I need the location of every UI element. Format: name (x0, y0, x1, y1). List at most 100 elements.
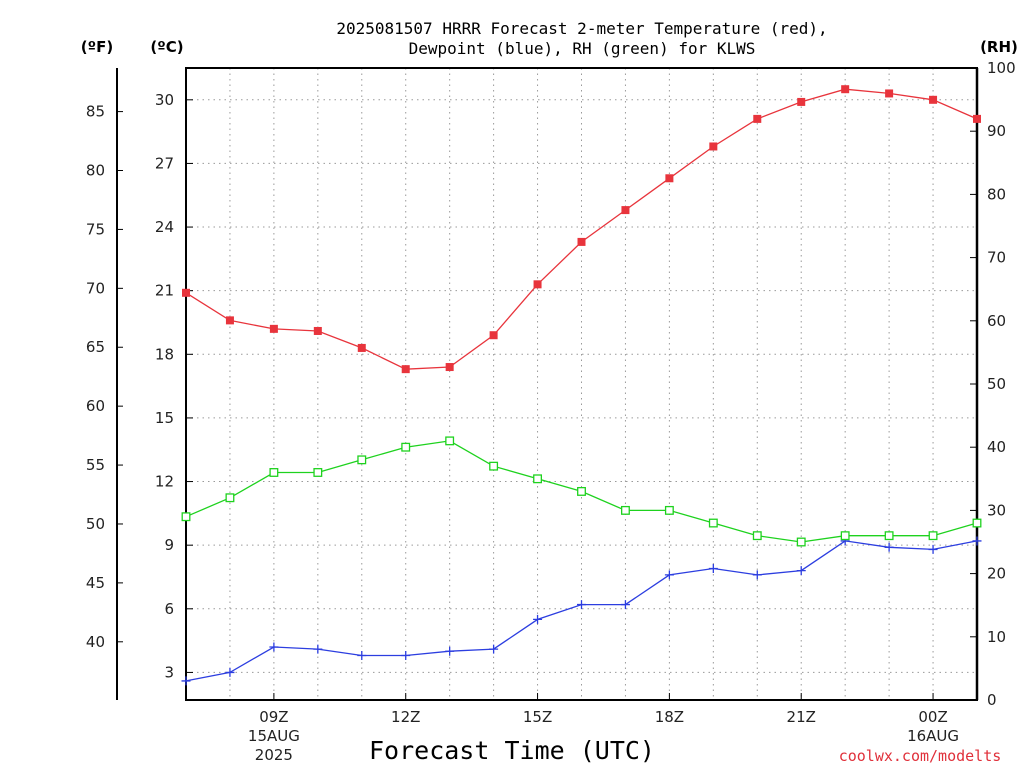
dewpoint-point (884, 542, 894, 552)
series-line-dewpoint (185, 540, 978, 682)
fahrenheit-tick-label: 60 (86, 397, 105, 415)
rh-point (620, 505, 630, 515)
temperature-point (225, 316, 234, 325)
tick-labels: 3 6 9 12 15 18 21 24 27 30 40 45 50 55 60 65 70 75 80 85 0 10… (86, 59, 1016, 764)
dewpoint-point (577, 600, 586, 610)
rh-point (796, 537, 806, 547)
x-tick-label: 15Z (523, 708, 552, 726)
dewpoint-point (313, 644, 323, 654)
celsius-tick-label: 9 (164, 536, 174, 554)
x-tick-label: 2025 (255, 746, 293, 764)
temperature-point (929, 95, 938, 104)
rh-point (884, 531, 894, 541)
temperature-point (445, 363, 454, 372)
rh-point (928, 531, 938, 541)
rh-point (533, 474, 543, 484)
temperature-point (621, 206, 630, 215)
x-tick-label: 21Z (787, 708, 816, 726)
rh-point (181, 512, 191, 522)
rh-point (489, 461, 499, 471)
dewpoint-point (445, 646, 455, 656)
chart-title-line1: 2025081507 HRRR Forecast 2-meter Tempera… (336, 19, 827, 38)
rh-point (357, 455, 367, 465)
unit-label-fahrenheit: (ºF) (81, 38, 113, 56)
dewpoint-point (708, 564, 718, 574)
celsius-tick-label: 30 (155, 91, 174, 109)
unit-label-celsius: (ºC) (150, 38, 183, 56)
temperature-point (401, 365, 410, 374)
dewpoint-point (489, 644, 499, 654)
temperature-point (489, 331, 498, 340)
temperature-point (357, 343, 366, 352)
rh-tick-label: 10 (987, 628, 1006, 646)
temperature-point (269, 324, 278, 333)
rh-point (708, 518, 718, 528)
rh-tick-label: 80 (987, 185, 1006, 203)
temperature-point (841, 85, 850, 94)
rh-tick-label: 60 (987, 312, 1006, 330)
temperature-point (973, 114, 981, 123)
dewpoint-point (928, 544, 938, 554)
axes (116, 67, 979, 701)
temperature-point (533, 280, 542, 289)
data-series (181, 85, 982, 686)
rh-point (225, 493, 235, 503)
fahrenheit-tick-label: 45 (86, 574, 105, 592)
temperature-point (182, 288, 190, 297)
dewpoint-point (401, 650, 411, 660)
rh-tick-label: 70 (987, 249, 1006, 267)
celsius-tick-label: 24 (155, 218, 174, 236)
rh-point (664, 505, 674, 515)
dewpoint-point (181, 676, 191, 686)
rh-point (401, 442, 411, 452)
dewpoint-point (972, 536, 982, 546)
fahrenheit-tick-label: 75 (86, 220, 105, 238)
temperature-point (577, 237, 586, 246)
dewpoint-point (269, 642, 279, 652)
temperature-point (709, 142, 718, 151)
rh-tick-label: 40 (987, 438, 1006, 456)
celsius-tick-label: 3 (164, 663, 174, 681)
rh-point (840, 531, 850, 541)
dewpoint-point (225, 667, 235, 677)
fahrenheit-tick-label: 85 (86, 103, 105, 121)
dewpoint-point (533, 614, 543, 624)
grid-lines (186, 68, 977, 700)
x-tick-label: 15AUG (248, 727, 300, 745)
fahrenheit-tick-label: 55 (86, 456, 105, 474)
temperature-point (313, 326, 322, 335)
unit-label-rh: (RH) (980, 38, 1018, 56)
dewpoint-point (620, 600, 630, 610)
fahrenheit-tick-label: 65 (86, 338, 105, 356)
temperature-point (885, 89, 894, 98)
dewpoint-point (752, 570, 762, 580)
rh-tick-label: 90 (987, 122, 1006, 140)
rh-tick-label: 0 (987, 691, 997, 709)
celsius-tick-label: 12 (155, 473, 174, 491)
rh-point (577, 486, 586, 496)
rh-tick-label: 20 (987, 565, 1006, 583)
fahrenheit-tick-label: 40 (86, 633, 105, 651)
rh-tick-label: 50 (987, 375, 1006, 393)
celsius-tick-label: 27 (155, 154, 174, 172)
rh-point (445, 436, 455, 446)
fahrenheit-tick-label: 50 (86, 515, 105, 533)
temperature-point (665, 174, 674, 183)
x-tick-label: 16AUG (907, 727, 959, 745)
x-axis-label: Forecast Time (UTC) (369, 736, 655, 765)
rh-tick-label: 100 (987, 59, 1016, 77)
rh-point (752, 531, 762, 541)
temperature-point (753, 114, 762, 123)
rh-tick-label: 30 (987, 501, 1006, 519)
x-tick-label: 09Z (259, 708, 288, 726)
temperature-point (797, 97, 806, 106)
x-tick-label: 18Z (655, 708, 684, 726)
rh-point (972, 518, 982, 528)
x-tick-label: 00Z (918, 708, 947, 726)
credit-text[interactable]: coolwx.com/modelts (839, 747, 1002, 765)
fahrenheit-tick-label: 80 (86, 162, 105, 180)
dewpoint-point (796, 566, 806, 576)
celsius-tick-label: 15 (155, 409, 174, 427)
celsius-tick-label: 6 (164, 600, 174, 618)
